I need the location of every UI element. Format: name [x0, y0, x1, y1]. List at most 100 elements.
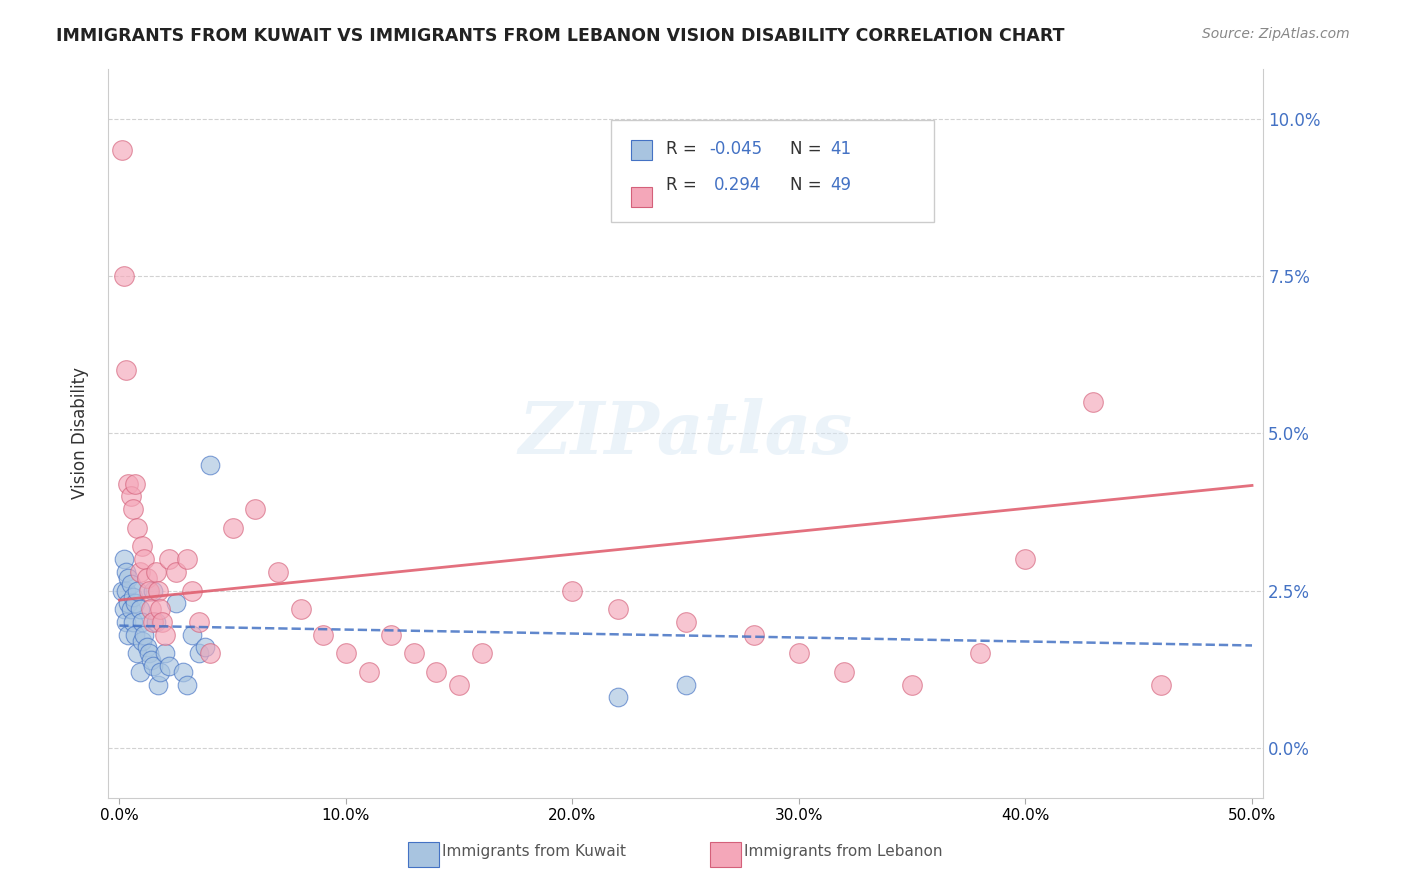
Point	[176, 678, 198, 692]
Point	[134, 627, 156, 641]
Point	[153, 647, 176, 661]
Point	[180, 583, 202, 598]
Point	[402, 647, 425, 661]
Point	[128, 565, 150, 579]
Point	[138, 583, 160, 598]
Text: Immigrants from Lebanon: Immigrants from Lebanon	[744, 845, 943, 859]
Point	[1083, 394, 1105, 409]
Point	[742, 627, 765, 641]
Point	[127, 521, 149, 535]
Point	[561, 583, 583, 598]
Point	[165, 596, 187, 610]
Point	[187, 615, 209, 629]
FancyBboxPatch shape	[610, 120, 934, 222]
Point	[127, 647, 149, 661]
Point	[172, 665, 194, 680]
Point	[115, 363, 138, 377]
Point	[290, 602, 312, 616]
Point	[135, 640, 157, 654]
Point	[117, 596, 139, 610]
Text: Source: ZipAtlas.com: Source: ZipAtlas.com	[1202, 27, 1350, 41]
Point	[1014, 552, 1036, 566]
Point	[128, 602, 150, 616]
Point	[675, 678, 697, 692]
Point	[122, 590, 145, 604]
Point	[115, 565, 138, 579]
Point	[312, 627, 335, 641]
Point	[357, 665, 380, 680]
Point	[832, 665, 855, 680]
Point	[134, 552, 156, 566]
Point	[335, 647, 357, 661]
Point	[142, 583, 165, 598]
Text: Immigrants from Kuwait: Immigrants from Kuwait	[443, 845, 626, 859]
Point	[112, 552, 135, 566]
Point	[449, 678, 471, 692]
Point	[120, 577, 142, 591]
Point	[157, 659, 180, 673]
Point	[969, 647, 991, 661]
Text: R =: R =	[666, 140, 702, 158]
Point	[110, 583, 132, 598]
Point	[122, 501, 145, 516]
Point	[149, 665, 172, 680]
Point	[128, 665, 150, 680]
Point	[153, 627, 176, 641]
Point	[165, 565, 187, 579]
Point	[146, 583, 169, 598]
Point	[221, 521, 243, 535]
Point	[135, 571, 157, 585]
Point	[124, 476, 146, 491]
Point	[194, 640, 217, 654]
Point	[117, 476, 139, 491]
Point	[117, 627, 139, 641]
Point	[180, 627, 202, 641]
Point	[380, 627, 402, 641]
Point	[124, 627, 146, 641]
Text: N =: N =	[790, 140, 827, 158]
Point	[138, 647, 160, 661]
Text: 41: 41	[830, 140, 851, 158]
Point	[131, 615, 153, 629]
Point	[187, 647, 209, 661]
Point	[471, 647, 494, 661]
FancyBboxPatch shape	[408, 842, 439, 867]
Point	[142, 615, 165, 629]
Point	[1150, 678, 1173, 692]
Point	[267, 565, 290, 579]
Point	[606, 602, 628, 616]
FancyBboxPatch shape	[631, 140, 652, 160]
Point	[115, 615, 138, 629]
Point	[901, 678, 924, 692]
Point	[120, 489, 142, 503]
Point	[139, 602, 162, 616]
Point	[425, 665, 447, 680]
Point	[245, 501, 267, 516]
Point	[112, 268, 135, 283]
Text: R =: R =	[666, 177, 707, 194]
Text: -0.045: -0.045	[709, 140, 762, 158]
Point	[131, 540, 153, 554]
Point	[145, 565, 167, 579]
Point	[117, 571, 139, 585]
Point	[149, 602, 172, 616]
FancyBboxPatch shape	[710, 842, 741, 867]
Point	[122, 615, 145, 629]
Point	[139, 653, 162, 667]
Y-axis label: Vision Disability: Vision Disability	[72, 368, 89, 500]
Text: ZIPatlas: ZIPatlas	[519, 398, 852, 469]
Point	[198, 458, 221, 472]
Point	[675, 615, 697, 629]
Point	[115, 583, 138, 598]
Text: 0.294: 0.294	[713, 177, 761, 194]
Point	[120, 602, 142, 616]
Text: N =: N =	[790, 177, 827, 194]
Point	[787, 647, 810, 661]
Point	[150, 615, 173, 629]
Point	[606, 690, 628, 705]
Point	[142, 659, 165, 673]
Point	[157, 552, 180, 566]
Text: 49: 49	[830, 177, 851, 194]
FancyBboxPatch shape	[631, 187, 652, 207]
Point	[110, 143, 132, 157]
